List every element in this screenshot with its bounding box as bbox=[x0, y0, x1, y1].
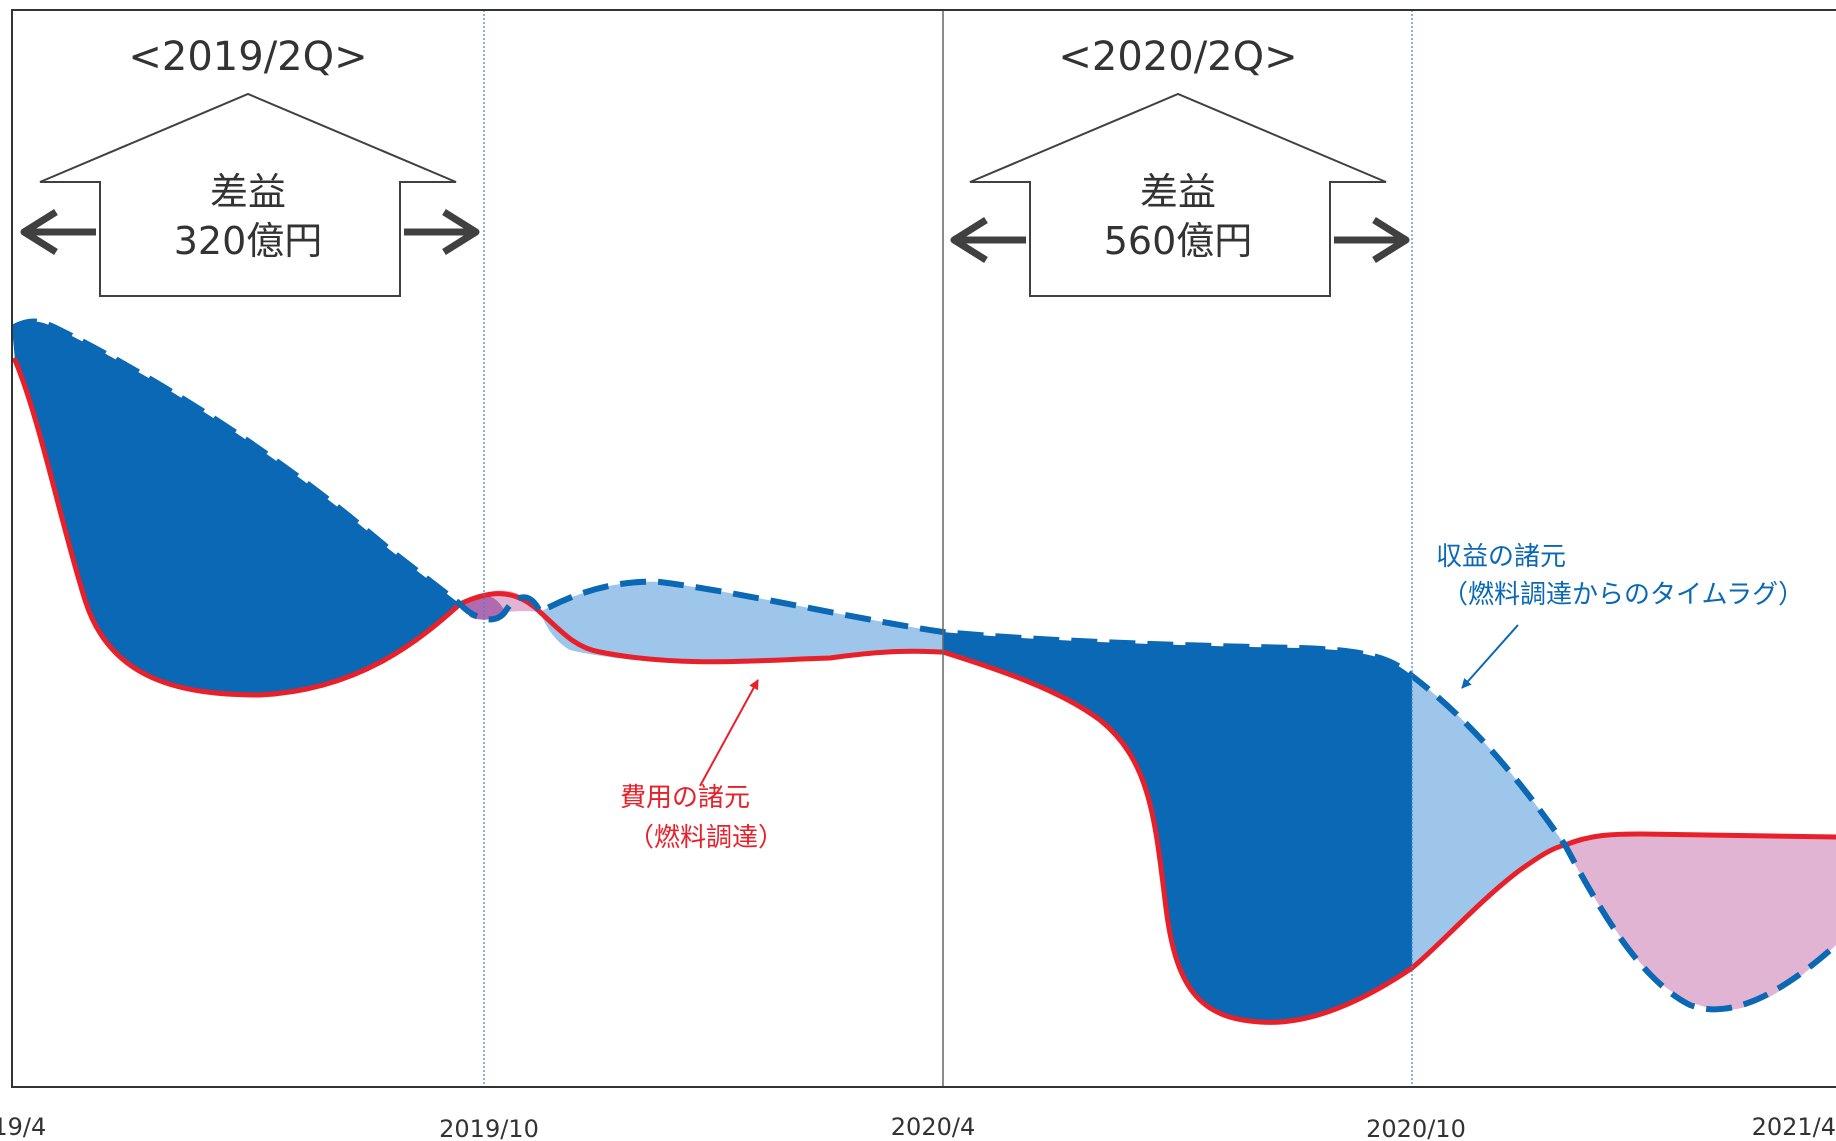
period-label: <2019/2Q> bbox=[128, 34, 367, 80]
pointer-arrow-icon bbox=[699, 679, 759, 787]
house-shape bbox=[39, 92, 457, 297]
gain-region-2019-q3-light bbox=[540, 581, 943, 665]
pointer-arrow-icon bbox=[1461, 624, 1519, 689]
gain-region-2019-q1 bbox=[12, 321, 460, 695]
right-arrow-icon bbox=[1334, 217, 1410, 263]
cost-line bbox=[12, 357, 1836, 1025]
box-value: 560億円 bbox=[1104, 219, 1253, 263]
period-label: <2020/2Q> bbox=[1058, 34, 1297, 80]
frame bbox=[11, 9, 1836, 1088]
house-shape bbox=[969, 92, 1387, 297]
x-axis: 2019/4 2019/10 2020/4 2020/10 2021/4 bbox=[0, 1113, 1836, 1141]
x-tick-label: 2021/4 bbox=[1752, 1113, 1836, 1141]
cost-annotation-line2: （燃料調達） bbox=[628, 823, 784, 853]
loss-region-2021 bbox=[1565, 834, 1836, 1010]
revenue-annotation-line1: 収益の諸元 bbox=[1436, 542, 1566, 572]
gain-region-2020-q1 bbox=[943, 632, 1412, 1023]
box-value: 320億円 bbox=[174, 219, 323, 263]
x-tick-label: 2020/4 bbox=[891, 1113, 975, 1141]
x-tick-label: 2019/10 bbox=[439, 1115, 539, 1141]
revenue-annotation-line2: （燃料調達からのタイムラグ） bbox=[1442, 580, 1804, 610]
box-title: 差益 bbox=[210, 170, 286, 214]
revenue-annotation: 収益の諸元 （燃料調達からのタイムラグ） bbox=[1436, 542, 1804, 689]
box-title: 差益 bbox=[1140, 170, 1216, 214]
cost-annotation-line1: 費用の諸元 bbox=[620, 783, 750, 813]
x-tick-label: 2020/10 bbox=[1366, 1115, 1466, 1141]
right-arrow-icon bbox=[404, 209, 480, 255]
period-box-2019-2q: <2019/2Q> 差益 320億円 bbox=[20, 34, 480, 297]
cost-annotation: 費用の諸元 （燃料調達） bbox=[620, 679, 784, 853]
x-tick-label: 2019/4 bbox=[0, 1113, 46, 1141]
fill-regions bbox=[12, 321, 1836, 1023]
left-arrow-icon bbox=[20, 209, 96, 255]
gain-region-2020-q3-light bbox=[1412, 676, 1565, 968]
period-box-2020-2q: <2020/2Q> 差益 560億円 bbox=[950, 34, 1410, 297]
left-arrow-icon bbox=[950, 217, 1026, 263]
